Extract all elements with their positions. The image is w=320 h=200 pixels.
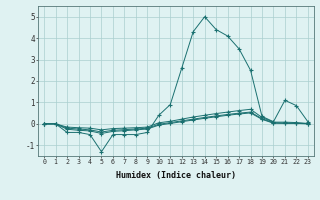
X-axis label: Humidex (Indice chaleur): Humidex (Indice chaleur) [116, 171, 236, 180]
